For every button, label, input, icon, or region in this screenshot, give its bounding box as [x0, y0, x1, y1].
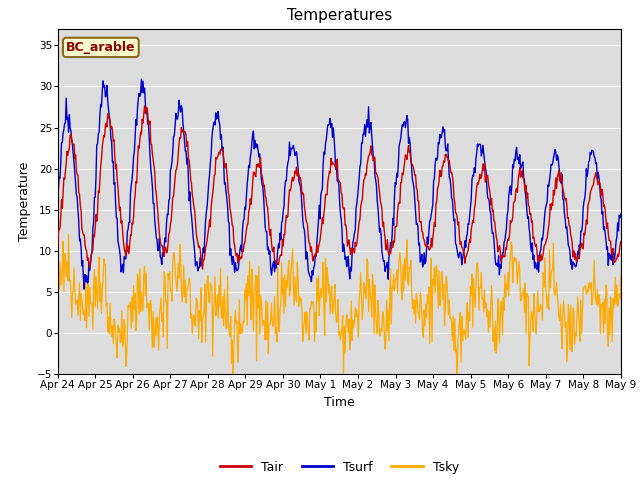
Text: BC_arable: BC_arable [66, 41, 136, 54]
Y-axis label: Temperature: Temperature [18, 162, 31, 241]
Tair [617, 239, 625, 244]
Tsurf [123, 249, 131, 254]
Tsky [410, 297, 417, 302]
Tair [211, 172, 218, 178]
Legend: Tair, Tsurf, Tsky: Tair, Tsurf, Tsky [214, 456, 464, 479]
Tsky [64, 278, 72, 284]
Tair [64, 153, 72, 158]
Tsurf [426, 218, 433, 224]
Tsurf [138, 76, 145, 82]
Tsky [617, 271, 625, 277]
Tsky [123, 355, 131, 360]
Tsky [54, 311, 61, 316]
Tsurf [54, 194, 61, 200]
Tsky [426, 340, 433, 346]
Line: Tair: Tair [58, 106, 621, 269]
Tsky [65, 231, 72, 237]
Tair [141, 103, 148, 109]
Tair [410, 164, 417, 170]
Tsky [229, 385, 237, 391]
Tsky [180, 263, 188, 268]
Tair [180, 129, 188, 134]
Tsurf [64, 114, 72, 120]
Title: Temperatures: Temperatures [287, 9, 392, 24]
X-axis label: Time: Time [324, 396, 355, 408]
Line: Tsky: Tsky [58, 234, 621, 388]
Line: Tsurf: Tsurf [58, 79, 621, 289]
Tair [426, 247, 433, 253]
Tsurf [180, 139, 188, 144]
Tsky [210, 305, 218, 311]
Tsurf [211, 119, 218, 125]
Tsurf [81, 286, 88, 292]
Tsurf [410, 180, 417, 186]
Tsurf [617, 211, 625, 217]
Tair [54, 245, 61, 251]
Tair [122, 253, 129, 259]
Tair [198, 266, 206, 272]
